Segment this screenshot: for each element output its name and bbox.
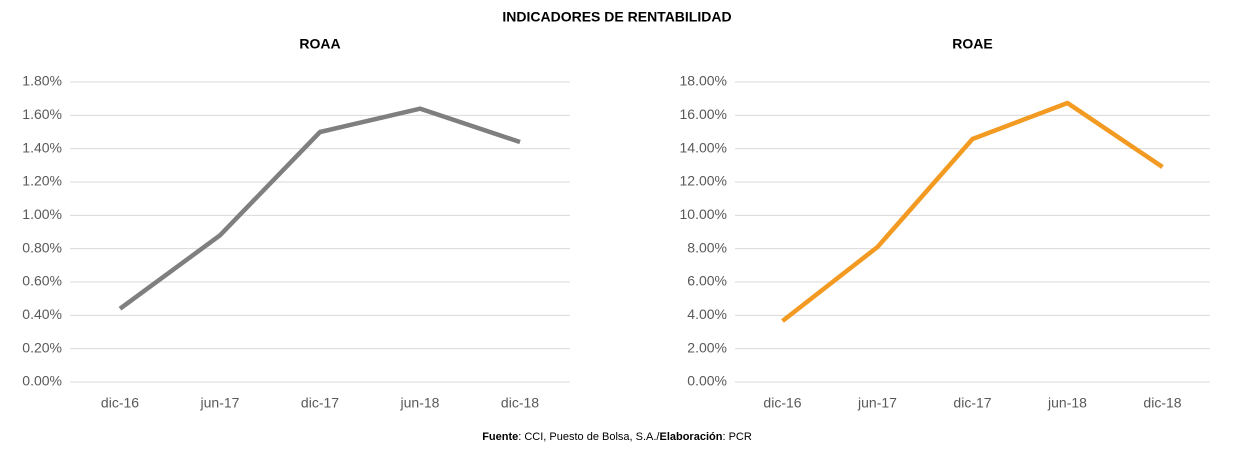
footer-elab-label: Elaboración	[659, 431, 722, 443]
y-tick-label: 8.00%	[687, 239, 727, 255]
y-tick-label: 1.20%	[22, 173, 62, 189]
x-tick-label: jun-17	[857, 395, 897, 411]
y-tick-label: 4.00%	[687, 306, 727, 322]
y-tick-label: 0.60%	[22, 273, 62, 289]
x-tick-label: dic-17	[953, 395, 991, 411]
y-tick-label: 16.00%	[680, 106, 727, 122]
x-tick-label: jun-18	[1047, 395, 1087, 411]
footer: Fuente: CCI, Puesto de Bolsa, S.A./Elabo…	[482, 431, 752, 443]
y-tick-label: 12.00%	[680, 173, 727, 189]
y-tick-label: 0.80%	[22, 239, 62, 255]
y-tick-label: 6.00%	[687, 273, 727, 289]
footer-source: : CCI, Puesto de Bolsa, S.A./	[518, 431, 660, 443]
x-tick-label: jun-17	[200, 395, 240, 411]
y-tick-label: 18.00%	[680, 73, 727, 89]
x-tick-label: dic-16	[763, 395, 801, 411]
x-tick-label: dic-16	[101, 395, 139, 411]
footer-source-label: Fuente	[482, 431, 518, 443]
y-tick-label: 1.40%	[22, 139, 62, 155]
x-tick-label: dic-18	[501, 395, 539, 411]
y-tick-label: 14.00%	[680, 139, 727, 155]
x-tick-label: dic-17	[301, 395, 339, 411]
y-tick-label: 1.80%	[22, 73, 62, 89]
x-tick-label: dic-18	[1143, 395, 1181, 411]
line	[118, 106, 521, 311]
chart-title: ROAA	[299, 36, 340, 52]
main-title: INDICADORES DE RENTABILIDAD	[502, 9, 731, 25]
y-tick-label: 1.00%	[22, 206, 62, 222]
footer-elab: : PCR	[722, 431, 751, 443]
y-tick-label: 0.00%	[22, 373, 62, 389]
y-tick-label: 10.00%	[680, 206, 727, 222]
line	[781, 100, 1164, 323]
x-tick-label: jun-18	[400, 395, 440, 411]
y-tick-label: 0.20%	[22, 339, 62, 355]
y-tick-label: 1.60%	[22, 106, 62, 122]
y-tick-label: 0.00%	[687, 373, 727, 389]
y-tick-label: 0.40%	[22, 306, 62, 322]
y-tick-label: 2.00%	[687, 339, 727, 355]
chart-title: ROAE	[952, 36, 992, 52]
